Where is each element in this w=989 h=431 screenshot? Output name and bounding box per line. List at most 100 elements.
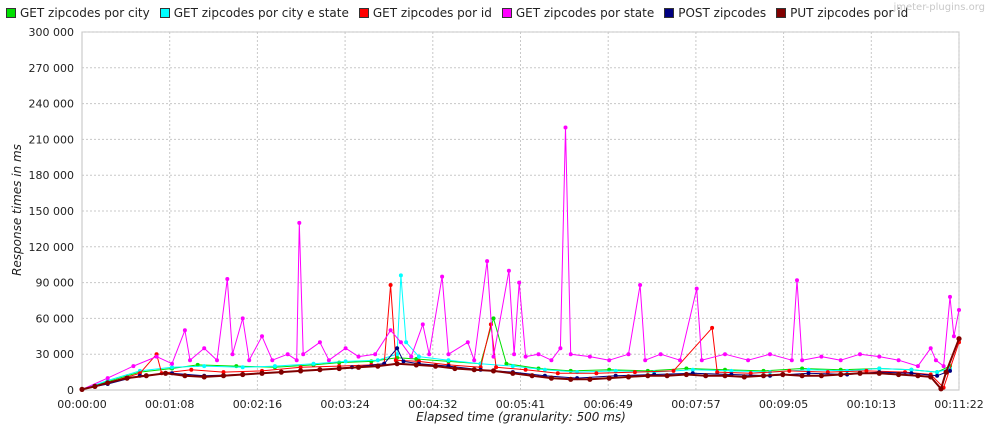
data-point	[259, 370, 265, 376]
data-point	[957, 308, 961, 312]
data-point	[948, 294, 952, 299]
y-tick-label: 120 000	[29, 241, 75, 254]
data-point	[301, 352, 306, 357]
data-point	[943, 369, 949, 375]
data-point	[951, 334, 956, 339]
data-point	[105, 380, 111, 386]
data-point	[703, 373, 709, 379]
series-get-zipcodes-por-id	[80, 283, 961, 392]
data-point	[523, 354, 528, 359]
data-point	[189, 367, 194, 372]
data-point	[92, 383, 98, 389]
data-point	[297, 220, 302, 225]
data-point	[549, 358, 554, 363]
data-point	[375, 358, 380, 363]
data-point	[404, 340, 409, 345]
legend-item-get-zipcodes-por-state: GET zipcodes por state	[501, 6, 654, 20]
data-point	[587, 376, 593, 382]
x-tick-label: 00:09:05	[759, 398, 808, 411]
legend-swatch	[6, 8, 16, 18]
legend-swatch	[664, 8, 675, 18]
data-point	[938, 386, 944, 392]
data-point	[225, 277, 230, 281]
x-tick-label: 00:06:49	[583, 398, 632, 411]
data-point	[760, 373, 767, 379]
data-point	[800, 358, 805, 363]
data-point	[568, 368, 573, 373]
data-point	[800, 366, 805, 371]
data-point	[311, 361, 316, 366]
data-point	[452, 365, 458, 372]
data-point	[170, 365, 174, 370]
data-point	[317, 367, 323, 373]
legend-swatch	[159, 8, 170, 18]
data-point	[163, 370, 169, 376]
series-layer	[79, 125, 962, 392]
data-point	[671, 368, 676, 373]
x-tick-label: 00:10:13	[847, 398, 896, 411]
data-point	[240, 365, 245, 370]
data-point	[510, 370, 516, 376]
data-point	[472, 358, 477, 363]
data-point	[632, 370, 637, 375]
data-point	[343, 359, 348, 364]
data-point	[446, 352, 451, 357]
data-point	[491, 316, 496, 321]
data-point	[729, 368, 734, 373]
data-point	[170, 361, 174, 366]
data-point	[131, 364, 136, 369]
data-point	[188, 358, 192, 363]
data-point	[558, 346, 563, 351]
data-point	[375, 363, 381, 369]
legend-label: GET zipcodes por id	[372, 6, 492, 20]
data-point	[536, 352, 541, 357]
data-point	[440, 274, 445, 279]
x-tick-label: 00:11:22	[934, 398, 983, 411]
data-point	[154, 354, 159, 359]
data-point	[182, 328, 187, 333]
data-point	[694, 286, 699, 291]
x-tick-label: 00:00:00	[57, 398, 106, 411]
data-point	[201, 374, 207, 380]
data-point	[202, 346, 207, 351]
data-point	[398, 340, 403, 345]
data-point	[143, 373, 149, 379]
data-point	[401, 359, 406, 364]
data-point	[298, 368, 304, 374]
data-point	[491, 354, 496, 359]
data-point	[563, 125, 568, 130]
y-tick-label: 300 000	[29, 26, 75, 39]
data-point	[915, 373, 921, 379]
data-point	[746, 358, 751, 363]
data-point	[768, 352, 772, 357]
data-point	[819, 354, 824, 359]
y-tick-label: 210 000	[29, 133, 75, 146]
watermark: jmeter-plugins.org	[893, 2, 985, 13]
data-point	[607, 358, 612, 363]
legend-item-put-zipcodes-por-id: PUT zipcodes por id	[776, 6, 908, 20]
y-tick-label: 270 000	[29, 62, 75, 75]
data-point	[715, 370, 720, 375]
data-point	[510, 364, 515, 369]
data-point	[806, 367, 811, 372]
data-point	[722, 373, 728, 379]
data-point	[864, 368, 869, 373]
data-point	[857, 370, 863, 376]
x-axis-ticks: 00:00:00 00:01:08 00:02:16 00:03:24 00:04:32…	[57, 398, 983, 411]
data-point	[220, 373, 227, 379]
legend-swatch	[501, 8, 512, 18]
data-point	[787, 368, 792, 373]
data-point	[413, 362, 419, 368]
data-point	[838, 358, 843, 363]
series-put-zipcodes-por-id	[79, 336, 962, 392]
data-point	[858, 352, 862, 357]
data-point	[523, 367, 528, 372]
data-point	[260, 334, 264, 339]
data-point	[818, 373, 825, 379]
data-point	[298, 365, 303, 370]
series-line-get-zipcodes-por-city-e-state	[81, 274, 951, 390]
data-point	[838, 371, 844, 378]
legend-item-get-zipcodes-por-id: GET zipcodes por id	[358, 6, 492, 20]
data-point	[388, 283, 393, 287]
